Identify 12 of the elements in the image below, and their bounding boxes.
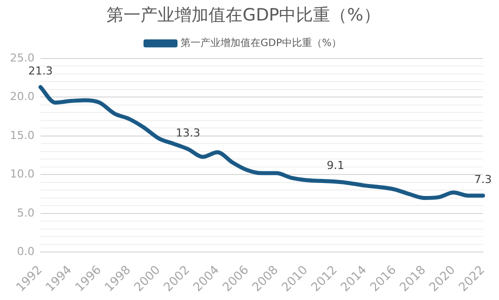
- y-tick-label: 0.0: [16, 245, 34, 258]
- data-label: 13.3: [176, 126, 200, 140]
- chart-title: 第一产业增加值在GDP中比重（%）: [106, 6, 380, 26]
- y-tick-label: 20.0: [10, 90, 34, 104]
- y-tick-label: 10.0: [10, 168, 34, 181]
- y-tick-label: 25.0: [10, 51, 34, 64]
- data-label: 21.3: [28, 64, 53, 78]
- data-label: 9.1: [326, 159, 344, 172]
- y-tick-label: 5.0: [16, 206, 34, 220]
- data-label: 7.3: [474, 172, 492, 186]
- y-tick-label: 15.0: [10, 128, 34, 142]
- legend-label: 第一产业增加值在GDP中比重（%）: [180, 36, 342, 49]
